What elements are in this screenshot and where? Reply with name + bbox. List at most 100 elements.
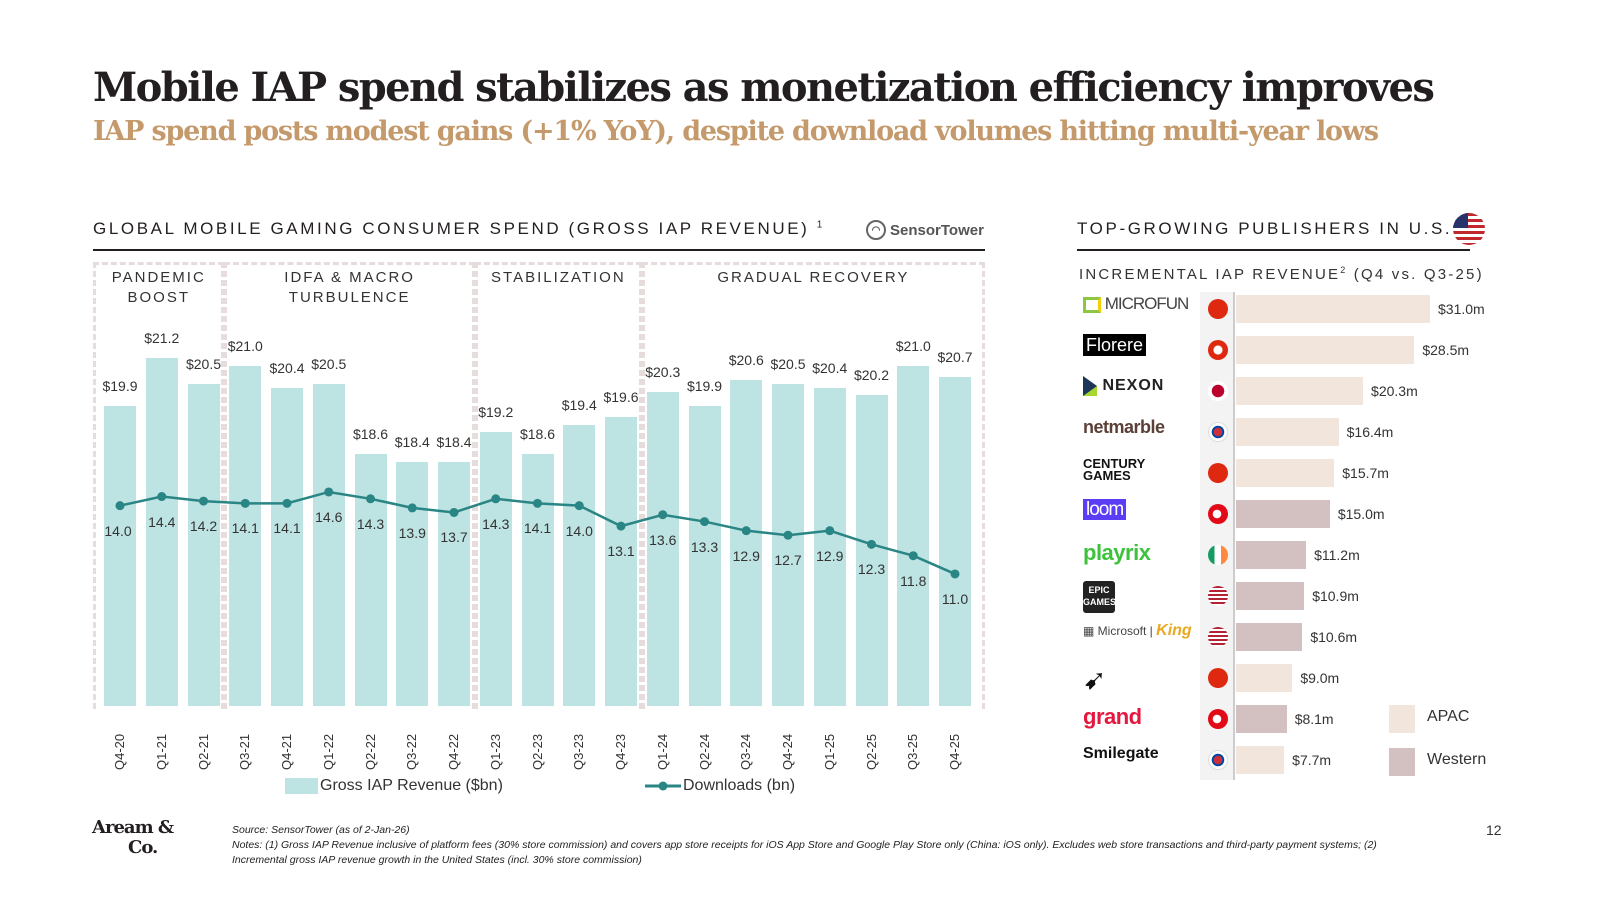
flag-column	[1200, 292, 1234, 780]
legend-swatch-revenue	[285, 778, 318, 794]
downloads-label: 12.9	[732, 547, 760, 564]
period-label: STABILIZATION	[491, 269, 626, 286]
left-header-rule	[93, 249, 985, 251]
period-box	[474, 262, 642, 709]
downloads-point	[407, 503, 417, 513]
downloads-point	[533, 498, 542, 508]
publisher-bar	[1236, 664, 1293, 692]
downloads-label: 14.0	[104, 522, 132, 539]
downloads-point	[115, 501, 125, 511]
downloads-label: 11.0	[941, 590, 969, 607]
period-label: GRADUAL RECOVERY	[717, 269, 910, 286]
publisher-value-label: $10.6m	[1310, 629, 1358, 645]
revenue-label: $20.4	[812, 359, 848, 376]
revenue-label: $20.2	[853, 367, 890, 384]
left-chart-title: GLOBAL MOBILE GAMING CONSUMER SPEND (GRO…	[93, 219, 825, 239]
legend-label-revenue: Gross IAP Revenue ($bn)	[320, 777, 503, 794]
downloads-label: 13.3	[690, 538, 719, 555]
us-flag-icon	[1453, 213, 1485, 245]
publisher-bar	[1236, 336, 1415, 364]
publisher-logo: NEXON	[1083, 376, 1164, 396]
revenue-label: $19.2	[478, 404, 514, 421]
downloads-point	[240, 498, 250, 508]
period-box	[224, 262, 475, 709]
downloads-point	[157, 492, 167, 502]
revenue-label: $18.6	[519, 426, 556, 443]
footnotes: Source: SensorTower (as of 2-Jan-26) Not…	[232, 823, 1392, 868]
revenue-label: $19.9	[102, 378, 138, 395]
publisher-value-label: $9.0m	[1300, 670, 1340, 686]
publisher-logo: grand	[1083, 704, 1142, 729]
downloads-point	[783, 530, 793, 540]
downloads-label: 13.1	[607, 543, 635, 560]
revenue-label: $20.3	[645, 363, 681, 380]
revenue-bar	[479, 432, 512, 706]
downloads-point	[741, 526, 751, 536]
revenue-label: $21.0	[227, 337, 263, 354]
iap-revenue-downloads-chart: PANDEMIC BOOST IDFA & MACRO TURBULENCE STABI…	[93, 262, 985, 770]
footnote-marker: 1	[816, 219, 825, 231]
revenue-label: $20.7	[937, 348, 973, 365]
revenue-label: $20.5	[311, 356, 347, 373]
downloads-point	[366, 494, 375, 504]
revenue-bar	[897, 365, 930, 706]
publisher-logo: Smilegate	[1083, 745, 1159, 762]
publisher-logo: CENTURY GAMES	[1083, 456, 1146, 483]
downloads-label: 12.3	[857, 561, 886, 578]
downloads-label: 13.9	[398, 524, 426, 541]
publisher-value-label: $20.3m	[1371, 383, 1418, 399]
publisher-bar	[1236, 500, 1330, 528]
publisher-bar	[1236, 459, 1335, 487]
publisher-bar	[1236, 418, 1339, 446]
revenue-bar	[730, 380, 763, 706]
revenue-bar	[563, 424, 596, 706]
publisher-value-label: $28.5m	[1422, 342, 1470, 358]
revenue-bar	[855, 395, 888, 706]
right-subtitle-tail: (Q4 vs. Q3-25)	[1347, 266, 1484, 283]
source-note: Source: SensorTower (as of 2-Jan-26)	[232, 824, 410, 836]
legend-swatch-downloads	[645, 781, 681, 791]
revenue-bar	[396, 461, 429, 706]
downloads-label: 14.2	[189, 518, 218, 535]
legend-label-western: Western	[1427, 751, 1487, 768]
revenue-bar	[813, 387, 846, 706]
publisher-bar	[1236, 582, 1305, 610]
legend-swatch-apac	[1389, 705, 1415, 733]
downloads-label: 13.7	[440, 529, 468, 546]
publisher-value-label: $10.9m	[1312, 588, 1359, 604]
slide-subtitle: IAP spend posts modest gains (+1% YoY), …	[93, 116, 1379, 147]
publisher-value-label: $7.7m	[1292, 752, 1332, 768]
downloads-point	[324, 487, 334, 497]
publisher-value-label: $11.2m	[1314, 547, 1360, 563]
downloads-label: 14.4	[148, 513, 176, 530]
downloads-label: 14.1	[273, 520, 301, 537]
publisher-logo: ➹	[1083, 664, 1107, 695]
downloads-label: 13.6	[649, 531, 677, 548]
legend-swatch-western	[1389, 748, 1415, 776]
downloads-label: 11.8	[900, 572, 927, 589]
right-chart-subtitle: INCREMENTAL IAP REVENUE2 (Q4 vs. Q3-25)	[1079, 265, 1484, 283]
publisher-bar	[1236, 705, 1287, 733]
revenue-label: $19.6	[603, 389, 639, 406]
revenue-bar	[646, 391, 679, 706]
downloads-point	[867, 539, 876, 549]
downloads-point	[658, 510, 668, 520]
downloads-point	[491, 494, 501, 504]
period-label: IDFA & MACRO TURBULENCE	[284, 269, 415, 306]
publisher-logo: ▦ Microsoft | King	[1083, 622, 1192, 639]
revenue-label: $21.0	[895, 337, 931, 354]
revenue-bar	[438, 461, 470, 706]
revenue-label: $18.4	[436, 433, 472, 450]
publisher-logo: loom	[1083, 499, 1127, 521]
revenue-bar	[688, 406, 721, 706]
revenue-bar	[312, 384, 345, 706]
downloads-label: 12.9	[816, 547, 844, 564]
publisher-logo: netmarble	[1083, 417, 1165, 437]
downloads-point	[908, 551, 918, 561]
right-header-rule	[1077, 249, 1470, 251]
publisher-bar	[1236, 295, 1430, 323]
legend-label-apac: APAC	[1427, 708, 1470, 725]
downloads-label: 14.3	[356, 515, 385, 532]
revenue-label: $21.2	[144, 330, 180, 347]
revenue-bar	[271, 387, 303, 706]
